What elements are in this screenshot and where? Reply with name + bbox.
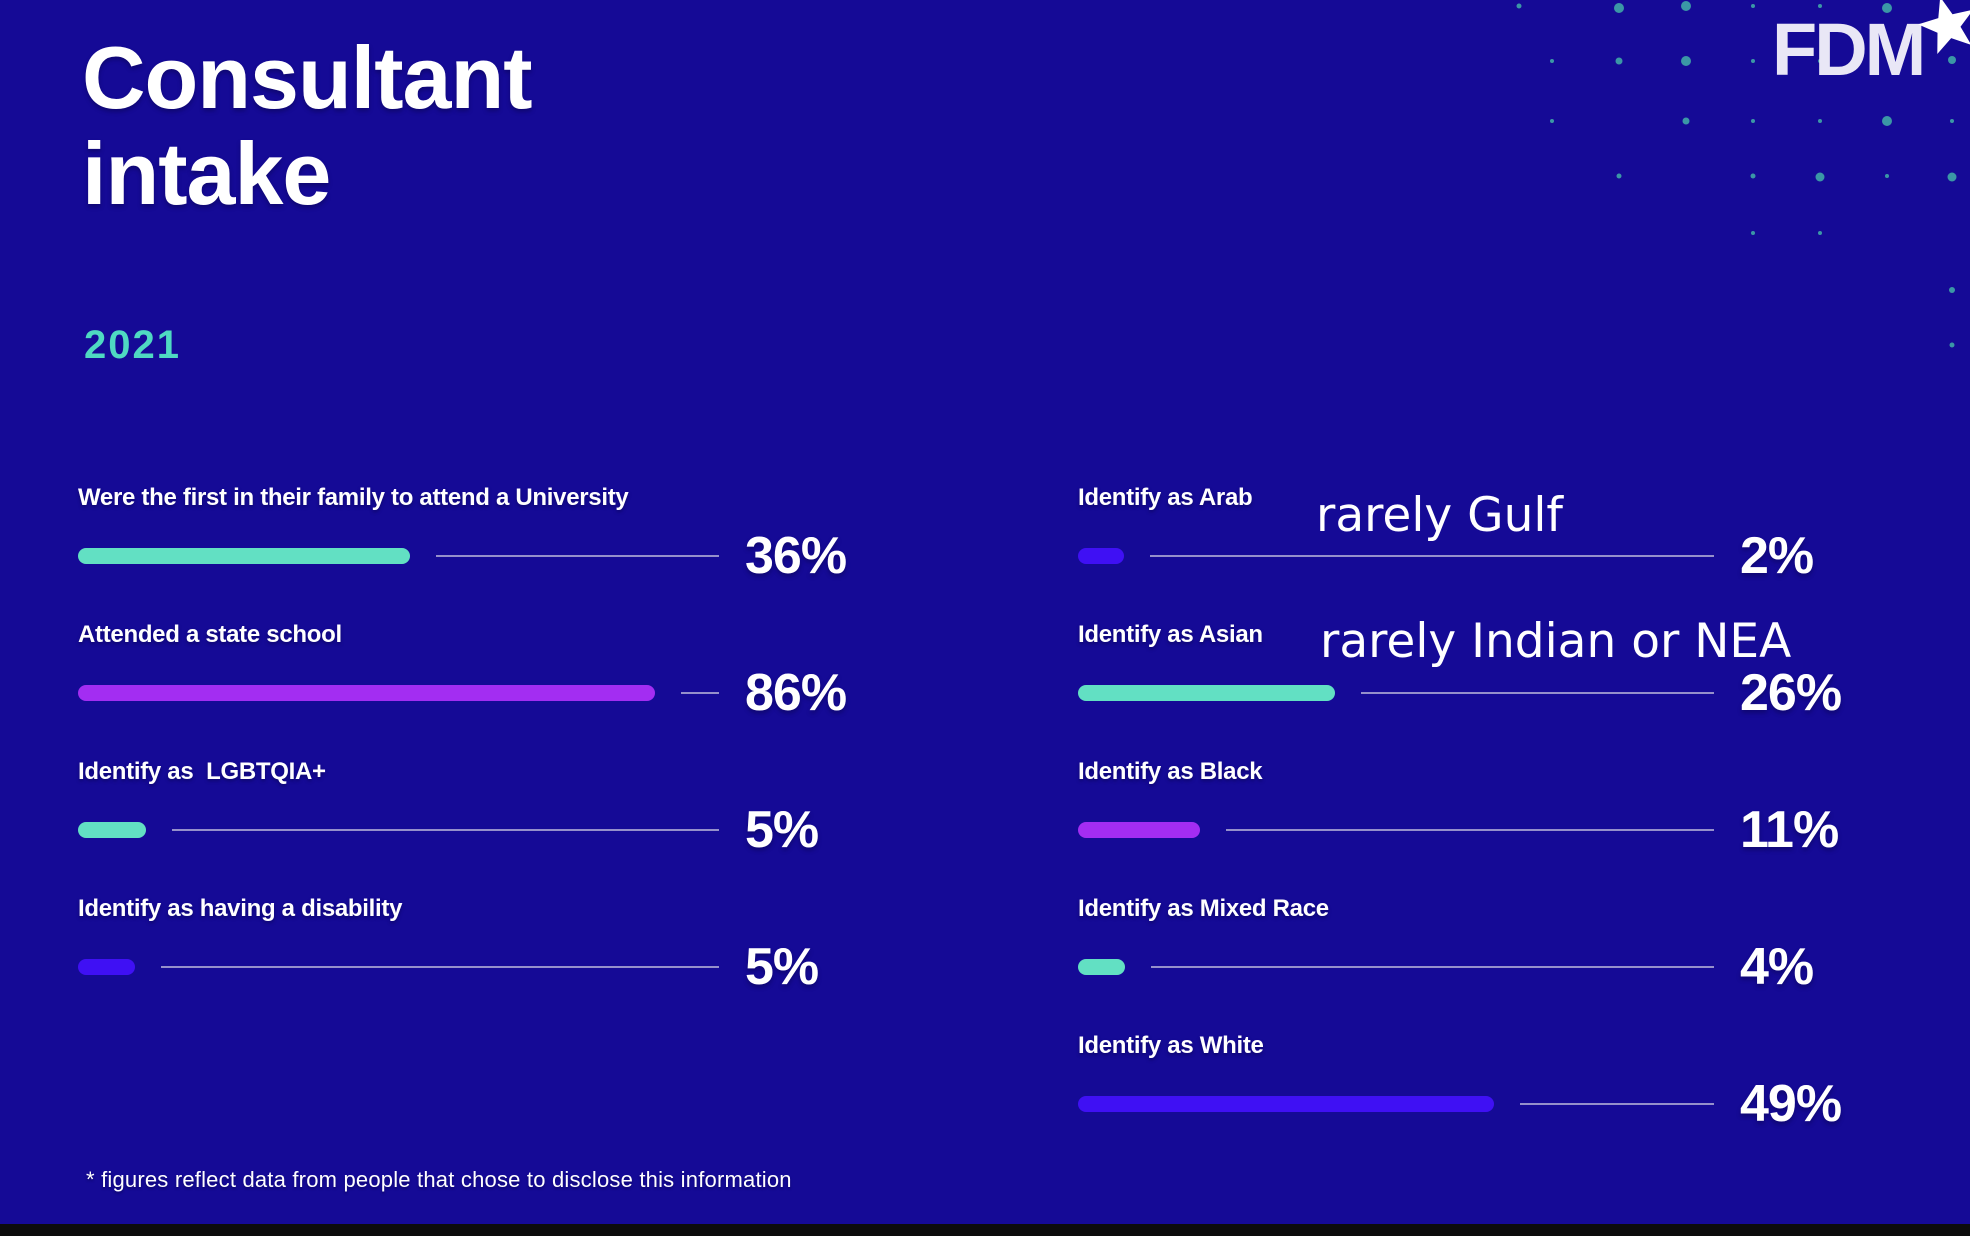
stat-bar (1078, 1096, 1494, 1112)
stat-label: Identify as Mixed Race (1078, 895, 1329, 922)
stat-bar (1078, 822, 1200, 838)
stat-rule-line (681, 692, 719, 694)
stat-value: 11% (1740, 801, 1839, 859)
stat-track: 86% (78, 667, 878, 719)
stat-rule-line (1226, 829, 1714, 831)
stat-label: Were the first in their family to attend… (78, 484, 629, 511)
stat-rule-line (1151, 966, 1714, 968)
stat-track: 5% (78, 941, 878, 993)
stat-label: Identify as Asian (1078, 621, 1263, 648)
stat-value: 26% (1740, 664, 1842, 722)
fdm-logo: FDM (1772, 0, 1970, 108)
stat-track: 4% (1078, 941, 1880, 993)
stat-label: Attended a state school (78, 621, 342, 648)
stat-rule-line (436, 555, 719, 557)
stat-row-white: Identify as White 49% (1078, 1031, 1880, 1130)
stat-bar (1078, 548, 1124, 564)
stat-rule-line (1520, 1103, 1714, 1105)
stat-bar (1078, 685, 1335, 701)
stat-value: 4% (1740, 938, 1814, 996)
stat-track: 26% (1078, 667, 1880, 719)
star-icon (1918, 0, 1970, 54)
stat-row-lgbtqia: Identify as LGBTQIA+ 5% (78, 757, 878, 856)
stat-bar (1078, 959, 1125, 975)
stat-rule-line (161, 966, 719, 968)
annotation-rarely-gulf: rarely Gulf (1316, 488, 1563, 543)
annotation-rarely-indian-or-nea: rarely Indian or NEA (1320, 614, 1792, 669)
page-title-line1: Consultant (82, 28, 533, 127)
stat-row-state-school: Attended a state school 86% (78, 620, 878, 719)
stats-column-left: Were the first in their family to attend… (78, 483, 878, 1031)
stat-rule-line (1150, 555, 1714, 557)
stat-track: 2% (1078, 530, 1880, 582)
stat-value: 5% (745, 801, 819, 859)
stat-bar (78, 822, 146, 838)
stat-bar (78, 959, 135, 975)
stat-row-mixed-race: Identify as Mixed Race 4% (1078, 894, 1880, 993)
stat-label: Identify as LGBTQIA+ (78, 758, 326, 785)
dot-pattern-decoration (1516, 1, 1957, 348)
stat-label: Identify as Arab (1078, 484, 1253, 511)
stat-row-disability: Identify as having a disability 5% (78, 894, 878, 993)
stat-track: 11% (1078, 804, 1880, 856)
stats-column-right: Identify as Arab 2% Identify as Asian 26… (1078, 483, 1880, 1168)
stat-rule-line (172, 829, 719, 831)
fdm-logo-text: FDM (1772, 8, 1926, 91)
stat-row-first-in-family: Were the first in their family to attend… (78, 483, 878, 582)
stat-value: 86% (745, 664, 847, 722)
stat-track: 36% (78, 530, 878, 582)
stat-value: 2% (1740, 527, 1814, 585)
year-label: 2021 (84, 323, 181, 367)
bottom-edge-bar (0, 1224, 1970, 1236)
stat-label: Identify as having a disability (78, 895, 403, 922)
stat-bar (78, 685, 655, 701)
footnote: * figures reflect data from people that … (86, 1167, 792, 1192)
stat-row-black: Identify as Black 11% (1078, 757, 1880, 856)
stat-track: 5% (78, 804, 878, 856)
stat-label: Identify as White (1078, 1032, 1264, 1059)
page-title-line2: intake (82, 124, 331, 223)
stat-track: 49% (1078, 1078, 1880, 1130)
stat-row-asian: Identify as Asian 26% (1078, 620, 1880, 719)
stat-value: 49% (1740, 1075, 1842, 1133)
stat-value: 5% (745, 938, 819, 996)
stat-label: Identify as Black (1078, 758, 1263, 785)
stat-rule-line (1361, 692, 1714, 694)
page-title: Consultant intake (82, 28, 533, 223)
stat-bar (78, 548, 410, 564)
stat-row-arab: Identify as Arab 2% (1078, 483, 1880, 582)
stat-value: 36% (745, 527, 847, 585)
